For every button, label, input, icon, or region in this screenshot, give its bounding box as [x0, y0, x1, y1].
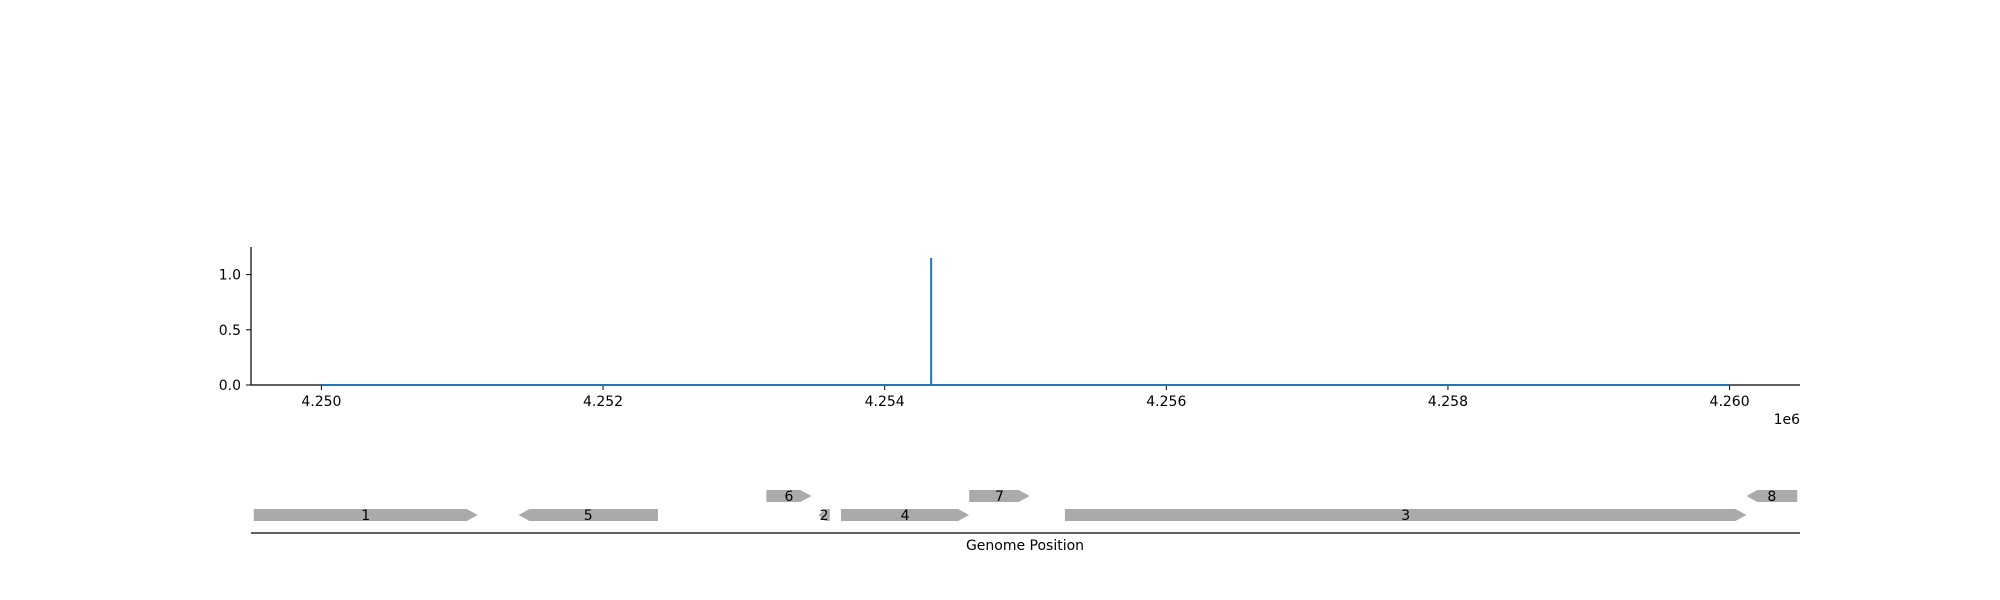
gene-label: 6 [784, 489, 793, 505]
gene-arrow [841, 509, 970, 521]
y-tick-label: 0.5 [219, 323, 241, 339]
gene-label: 5 [584, 508, 593, 524]
x-tick-label: 4.254 [865, 394, 905, 410]
x-ticks: 4.250 4.252 4.254 4.256 4.258 4.260 [301, 385, 1750, 410]
signal-series-line [321, 258, 1730, 386]
gene-track-xlabel: Genome Position [966, 538, 1084, 554]
gene-track: 1 5 6 2 4 7 3 8 Genome Position [251, 489, 1800, 554]
x-tick-label: 4.258 [1428, 394, 1468, 410]
signal-plot: 0.0 0.5 1.0 4.250 4.252 4.254 4.256 4.258 4.260… [219, 247, 1800, 428]
gene-arrow [518, 509, 658, 521]
y-tick-label: 0.0 [219, 378, 241, 394]
gene-arrow [969, 490, 1030, 502]
x-tick-label: 4.252 [583, 394, 623, 410]
gene-arrow [818, 509, 830, 521]
series-layer [321, 258, 1730, 386]
gene-label: 8 [1767, 489, 1776, 505]
gene-label: 4 [901, 508, 910, 524]
gene-arrow [766, 490, 812, 502]
y-ticks: 0.0 0.5 1.0 [219, 268, 251, 394]
gene-label: 7 [995, 489, 1004, 505]
x-tick-label: 4.256 [1146, 394, 1186, 410]
gene-label: 3 [1401, 508, 1410, 524]
gene-arrow [1064, 509, 1747, 521]
y-tick-label: 1.0 [219, 268, 241, 284]
gene-label: 1 [361, 508, 370, 524]
x-tick-label: 4.260 [1710, 394, 1750, 410]
gene-arrow [253, 509, 478, 521]
gene-label: 2 [820, 508, 829, 524]
genes-layer: 1 5 6 2 4 7 3 8 [253, 489, 1798, 524]
x-tick-label: 4.250 [301, 394, 341, 410]
x-offset-label: 1e6 [1774, 412, 1801, 428]
gene-arrow [1746, 490, 1798, 502]
